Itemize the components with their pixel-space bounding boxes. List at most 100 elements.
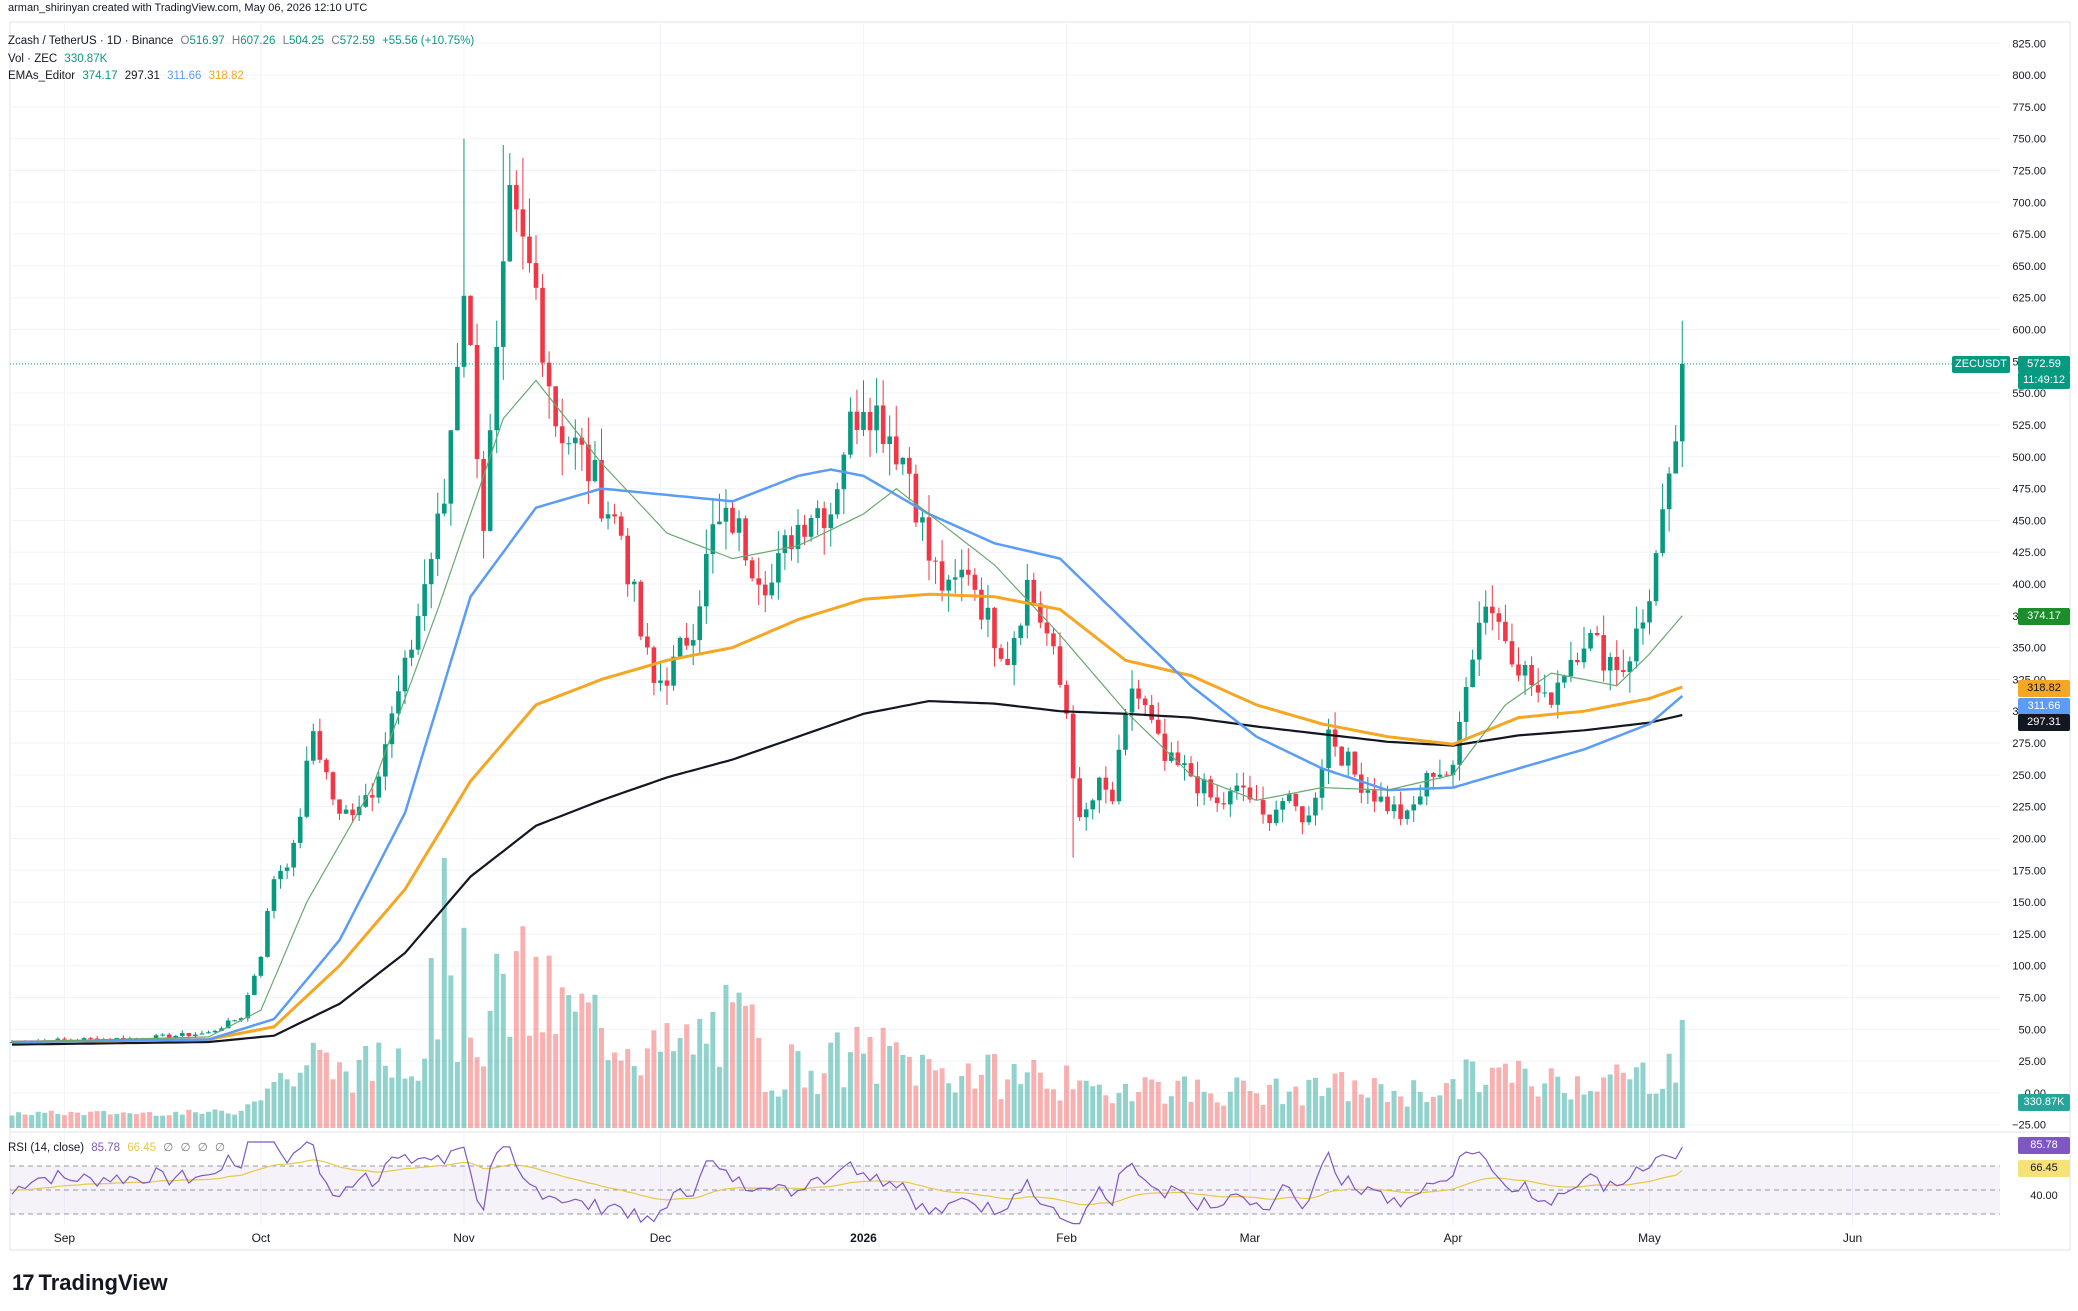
candle-body (946, 579, 951, 591)
candle-body (1352, 751, 1358, 775)
volume-bar (657, 1051, 663, 1128)
volume-bar (173, 1111, 179, 1128)
candle-body (1621, 670, 1626, 672)
ema100-tag: 318.82 (2018, 680, 2070, 697)
change-value: +55.56 (+10.75%) (382, 35, 475, 47)
candle-body (1201, 779, 1207, 794)
candle-body (782, 535, 788, 554)
candle-body (992, 607, 997, 649)
candle-body (1260, 800, 1266, 815)
volume-bar (61, 1115, 67, 1128)
volume-bar (815, 1094, 821, 1128)
volume-bar (946, 1083, 952, 1128)
volume-label[interactable]: Vol · ZEC (8, 53, 58, 65)
volume-bar (16, 1112, 22, 1128)
time-tick-label: Feb (1056, 1231, 1077, 1245)
candle-body (723, 507, 729, 522)
candle-body (1568, 659, 1574, 677)
price-tick-label: 425.00 (2012, 547, 2046, 559)
candle-body (1653, 553, 1659, 602)
candle-body (520, 209, 526, 237)
volume-bar (251, 1101, 257, 1128)
volume-bar (749, 1004, 755, 1128)
volume-bar (618, 1060, 624, 1128)
volume-bar (1299, 1105, 1305, 1128)
candle-body (474, 344, 480, 460)
volume-bar (1483, 1084, 1489, 1128)
candle-body (1463, 686, 1469, 722)
volume-bar (736, 992, 742, 1128)
volume-bar (291, 1086, 297, 1128)
volume-bar (533, 956, 539, 1128)
volume-bar (1129, 1101, 1135, 1128)
rsi-label[interactable]: RSI (14, close) (8, 1142, 85, 1154)
volume-bar (631, 1066, 637, 1128)
candle-body (1490, 606, 1495, 614)
candle-body (854, 411, 860, 430)
candle-body (500, 261, 506, 347)
volume-bar (507, 1036, 513, 1128)
candle-body (1398, 804, 1403, 819)
candle-body (1457, 721, 1462, 765)
volume-bar (1463, 1059, 1469, 1128)
volume-bar (114, 1113, 120, 1128)
candle-body (1607, 656, 1613, 671)
candle-body (1280, 801, 1285, 810)
volume-bar (651, 1030, 657, 1128)
candle-body (1051, 633, 1056, 647)
volume-bar (723, 984, 729, 1128)
volume-bar (1109, 1103, 1115, 1128)
volume-bar (1064, 1065, 1070, 1128)
candle-body (166, 1034, 172, 1038)
volume-bar (1037, 1072, 1043, 1128)
volume-bar (1378, 1084, 1384, 1128)
volume-bar (356, 1059, 362, 1128)
volume-bar (350, 1092, 356, 1128)
candle-body (658, 680, 663, 683)
candle-body (225, 1020, 231, 1029)
price-tick-label: 525.00 (2012, 420, 2046, 432)
price-tick-label: 675.00 (2012, 229, 2046, 241)
candle-body (638, 581, 644, 637)
volume-bar (1260, 1104, 1266, 1128)
volume-bar (893, 1042, 899, 1128)
candle-body (389, 713, 395, 745)
candle-body (1437, 774, 1443, 777)
candle-body (206, 1032, 211, 1034)
volume-bar (428, 958, 434, 1128)
open-label: O (180, 35, 190, 47)
volume-bar (775, 1096, 781, 1128)
volume-bar (579, 993, 585, 1128)
ema-label[interactable]: EMAs_Editor (8, 70, 76, 82)
volume-bar (1050, 1089, 1056, 1128)
candle-body (802, 524, 807, 537)
candle-body (1306, 815, 1312, 823)
volume-bar (1633, 1067, 1639, 1128)
tradingview-logo[interactable]: 17 TradingView (12, 1270, 168, 1296)
volume-bar (474, 1057, 480, 1128)
candle-body (193, 1034, 198, 1037)
symbol-header: Zcash / TetherUS · 1D · Binance O516.97 … (8, 35, 478, 47)
candle-body (1529, 664, 1534, 686)
volume-bar (1627, 1079, 1633, 1128)
volume-bar (1312, 1077, 1318, 1128)
candle-body (1666, 473, 1672, 510)
volume-bar (965, 1063, 971, 1128)
price-tick-label: 100.00 (2012, 961, 2046, 973)
candle-body (1575, 659, 1580, 663)
candle-body (1359, 774, 1364, 793)
volume-bar (559, 987, 565, 1128)
volume-bar (1660, 1088, 1666, 1128)
volume-bar (88, 1111, 94, 1128)
ema50-value: 311.66 (167, 70, 202, 82)
symbol-name[interactable]: Zcash / TetherUS · 1D · Binance (8, 35, 174, 47)
volume-bar (1005, 1079, 1011, 1128)
volume-bar (1162, 1103, 1168, 1128)
volume-bar (337, 1062, 342, 1128)
open-value: 516.97 (189, 35, 225, 47)
price-tick-label: 200.00 (2012, 833, 2046, 845)
ema20-tag: 374.17 (2018, 608, 2070, 625)
volume-bar (703, 1043, 709, 1128)
candle-body (1516, 664, 1521, 676)
